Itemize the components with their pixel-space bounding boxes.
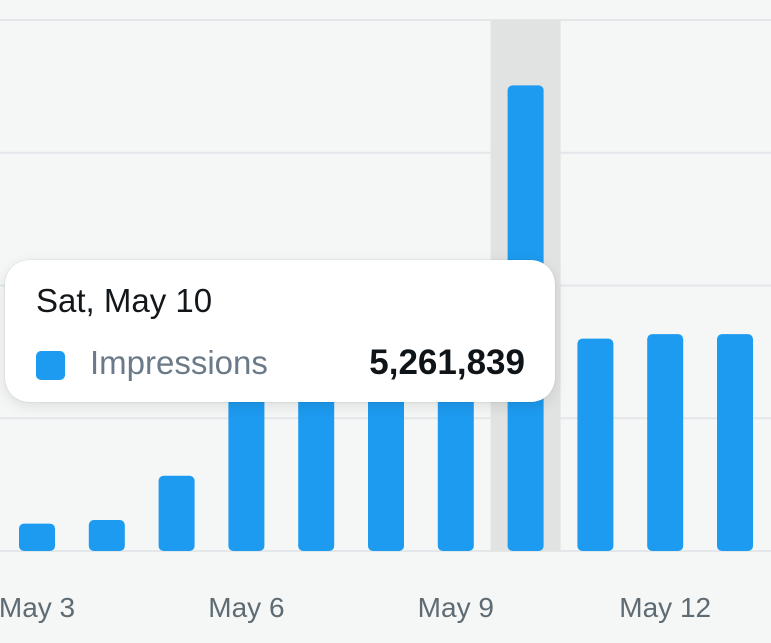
tooltip-value: 5,261,839 [369,343,525,382]
chart-tooltip: Sat, May 10 Impressions 5,261,839 [5,260,555,402]
bar-may-12 [647,334,684,551]
bar-may-11 [577,338,614,551]
x-tick-label: May 12 [619,592,711,623]
bar-may-3 [19,523,55,551]
x-tick-label: May 9 [418,592,494,623]
x-tick-label: May 6 [208,592,284,623]
bar-may-4 [88,520,125,551]
bar-may-6 [228,391,265,551]
x-tick-label: May 3 [0,592,75,623]
bar-may-5 [158,475,195,551]
tooltip-series-swatch [36,351,65,380]
tooltip-date: Sat, May 10 [36,282,213,319]
tooltip-series-label: Impressions [90,344,268,381]
bar-may-13 [717,334,753,551]
